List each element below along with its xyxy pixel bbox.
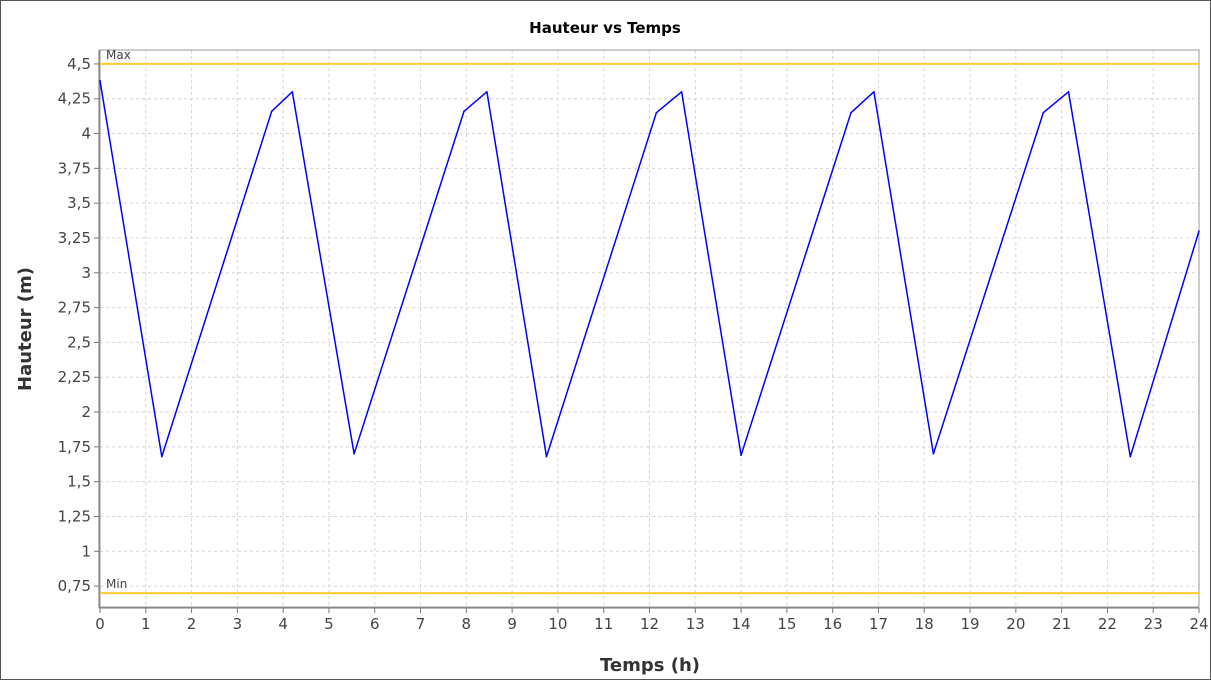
x-tick-label: 20: [1006, 615, 1025, 633]
y-tick-label: 1,25: [58, 507, 91, 525]
x-tick-label: 13: [686, 615, 705, 633]
series-point: [1198, 230, 1200, 232]
x-tick-label: 22: [1098, 615, 1117, 633]
series-point: [740, 454, 742, 457]
series-point: [850, 111, 852, 114]
chart-title: Hauteur vs Temps: [529, 19, 681, 37]
series-point: [932, 453, 935, 455]
y-tick-label: 0,75: [58, 577, 91, 595]
y-tick-label: 2: [81, 403, 91, 421]
y-tick-label: 3,25: [58, 229, 91, 247]
series-point: [1067, 91, 1070, 93]
x-tick-label: 18: [915, 615, 934, 633]
x-tick-label: 16: [823, 615, 842, 633]
x-tick-label: 14: [732, 615, 751, 633]
x-tick-label: 5: [324, 615, 334, 633]
x-tick-label: 8: [462, 615, 472, 633]
x-tick-label: 12: [640, 615, 659, 633]
plot-area: [99, 49, 1200, 608]
y-tick-label: 2,25: [58, 368, 91, 386]
x-tick-label: 23: [1144, 615, 1163, 633]
x-tick-label: 15: [777, 615, 796, 633]
threshold-label-min: Min: [106, 577, 127, 591]
y-tick-label: 3,5: [67, 194, 91, 212]
x-tick-label: 6: [370, 615, 380, 633]
y-tick-label: 3,75: [58, 159, 91, 177]
series-point: [545, 455, 548, 458]
series-point: [680, 91, 683, 93]
series-line-0: [99, 80, 1200, 458]
series-point: [463, 110, 465, 113]
x-tick-label: 11: [594, 615, 613, 633]
threshold-label-max: Max: [106, 48, 131, 62]
series-point: [1042, 111, 1045, 114]
y-tick-label: 1,5: [67, 473, 91, 491]
y-tick-label: 2,5: [67, 333, 91, 351]
x-tick-label: 4: [278, 615, 288, 633]
x-tick-label: 1: [141, 615, 151, 633]
x-tick-label: 9: [507, 615, 517, 633]
series-point: [270, 110, 273, 113]
tick-labels: 0 1 2 3 4 5 6 7 8 9 10 11 12 13 14 15 16 17 18 19 20 21 22 23 24…: [58, 55, 1209, 633]
series-point: [353, 453, 355, 455]
x-tick-label: 3: [233, 615, 243, 633]
x-tick-label: 7: [416, 615, 426, 633]
y-tick-label: 1: [81, 542, 91, 560]
series-point: [161, 455, 163, 458]
series-point: [291, 91, 294, 93]
x-tick-label: 0: [95, 615, 105, 633]
y-tick-label: 4,25: [58, 90, 91, 108]
x-tick-label: 19: [960, 615, 979, 633]
x-tick-label: 10: [548, 615, 567, 633]
series-point: [1129, 455, 1132, 458]
y-tick-label: 2,75: [58, 299, 91, 317]
y-tick-label: 4: [81, 125, 91, 143]
x-tick-label: 24: [1189, 615, 1208, 633]
series-point: [99, 79, 101, 82]
y-tick-label: 4,5: [67, 55, 91, 73]
axes: [94, 50, 1200, 613]
series-layer: [99, 79, 1200, 458]
x-tick-label: 17: [869, 615, 888, 633]
series-point: [486, 91, 488, 93]
y-axis-label: Hauteur (m): [15, 267, 36, 391]
x-tick-label: 21: [1052, 615, 1071, 633]
series-point: [873, 91, 875, 93]
y-tick-label: 3: [81, 264, 91, 282]
threshold-markers: Max Min: [100, 48, 1199, 595]
series-point: [655, 111, 658, 114]
x-axis-label: Temps (h): [600, 655, 700, 676]
x-tick-label: 2: [187, 615, 197, 633]
y-tick-label: 1,75: [58, 438, 91, 456]
